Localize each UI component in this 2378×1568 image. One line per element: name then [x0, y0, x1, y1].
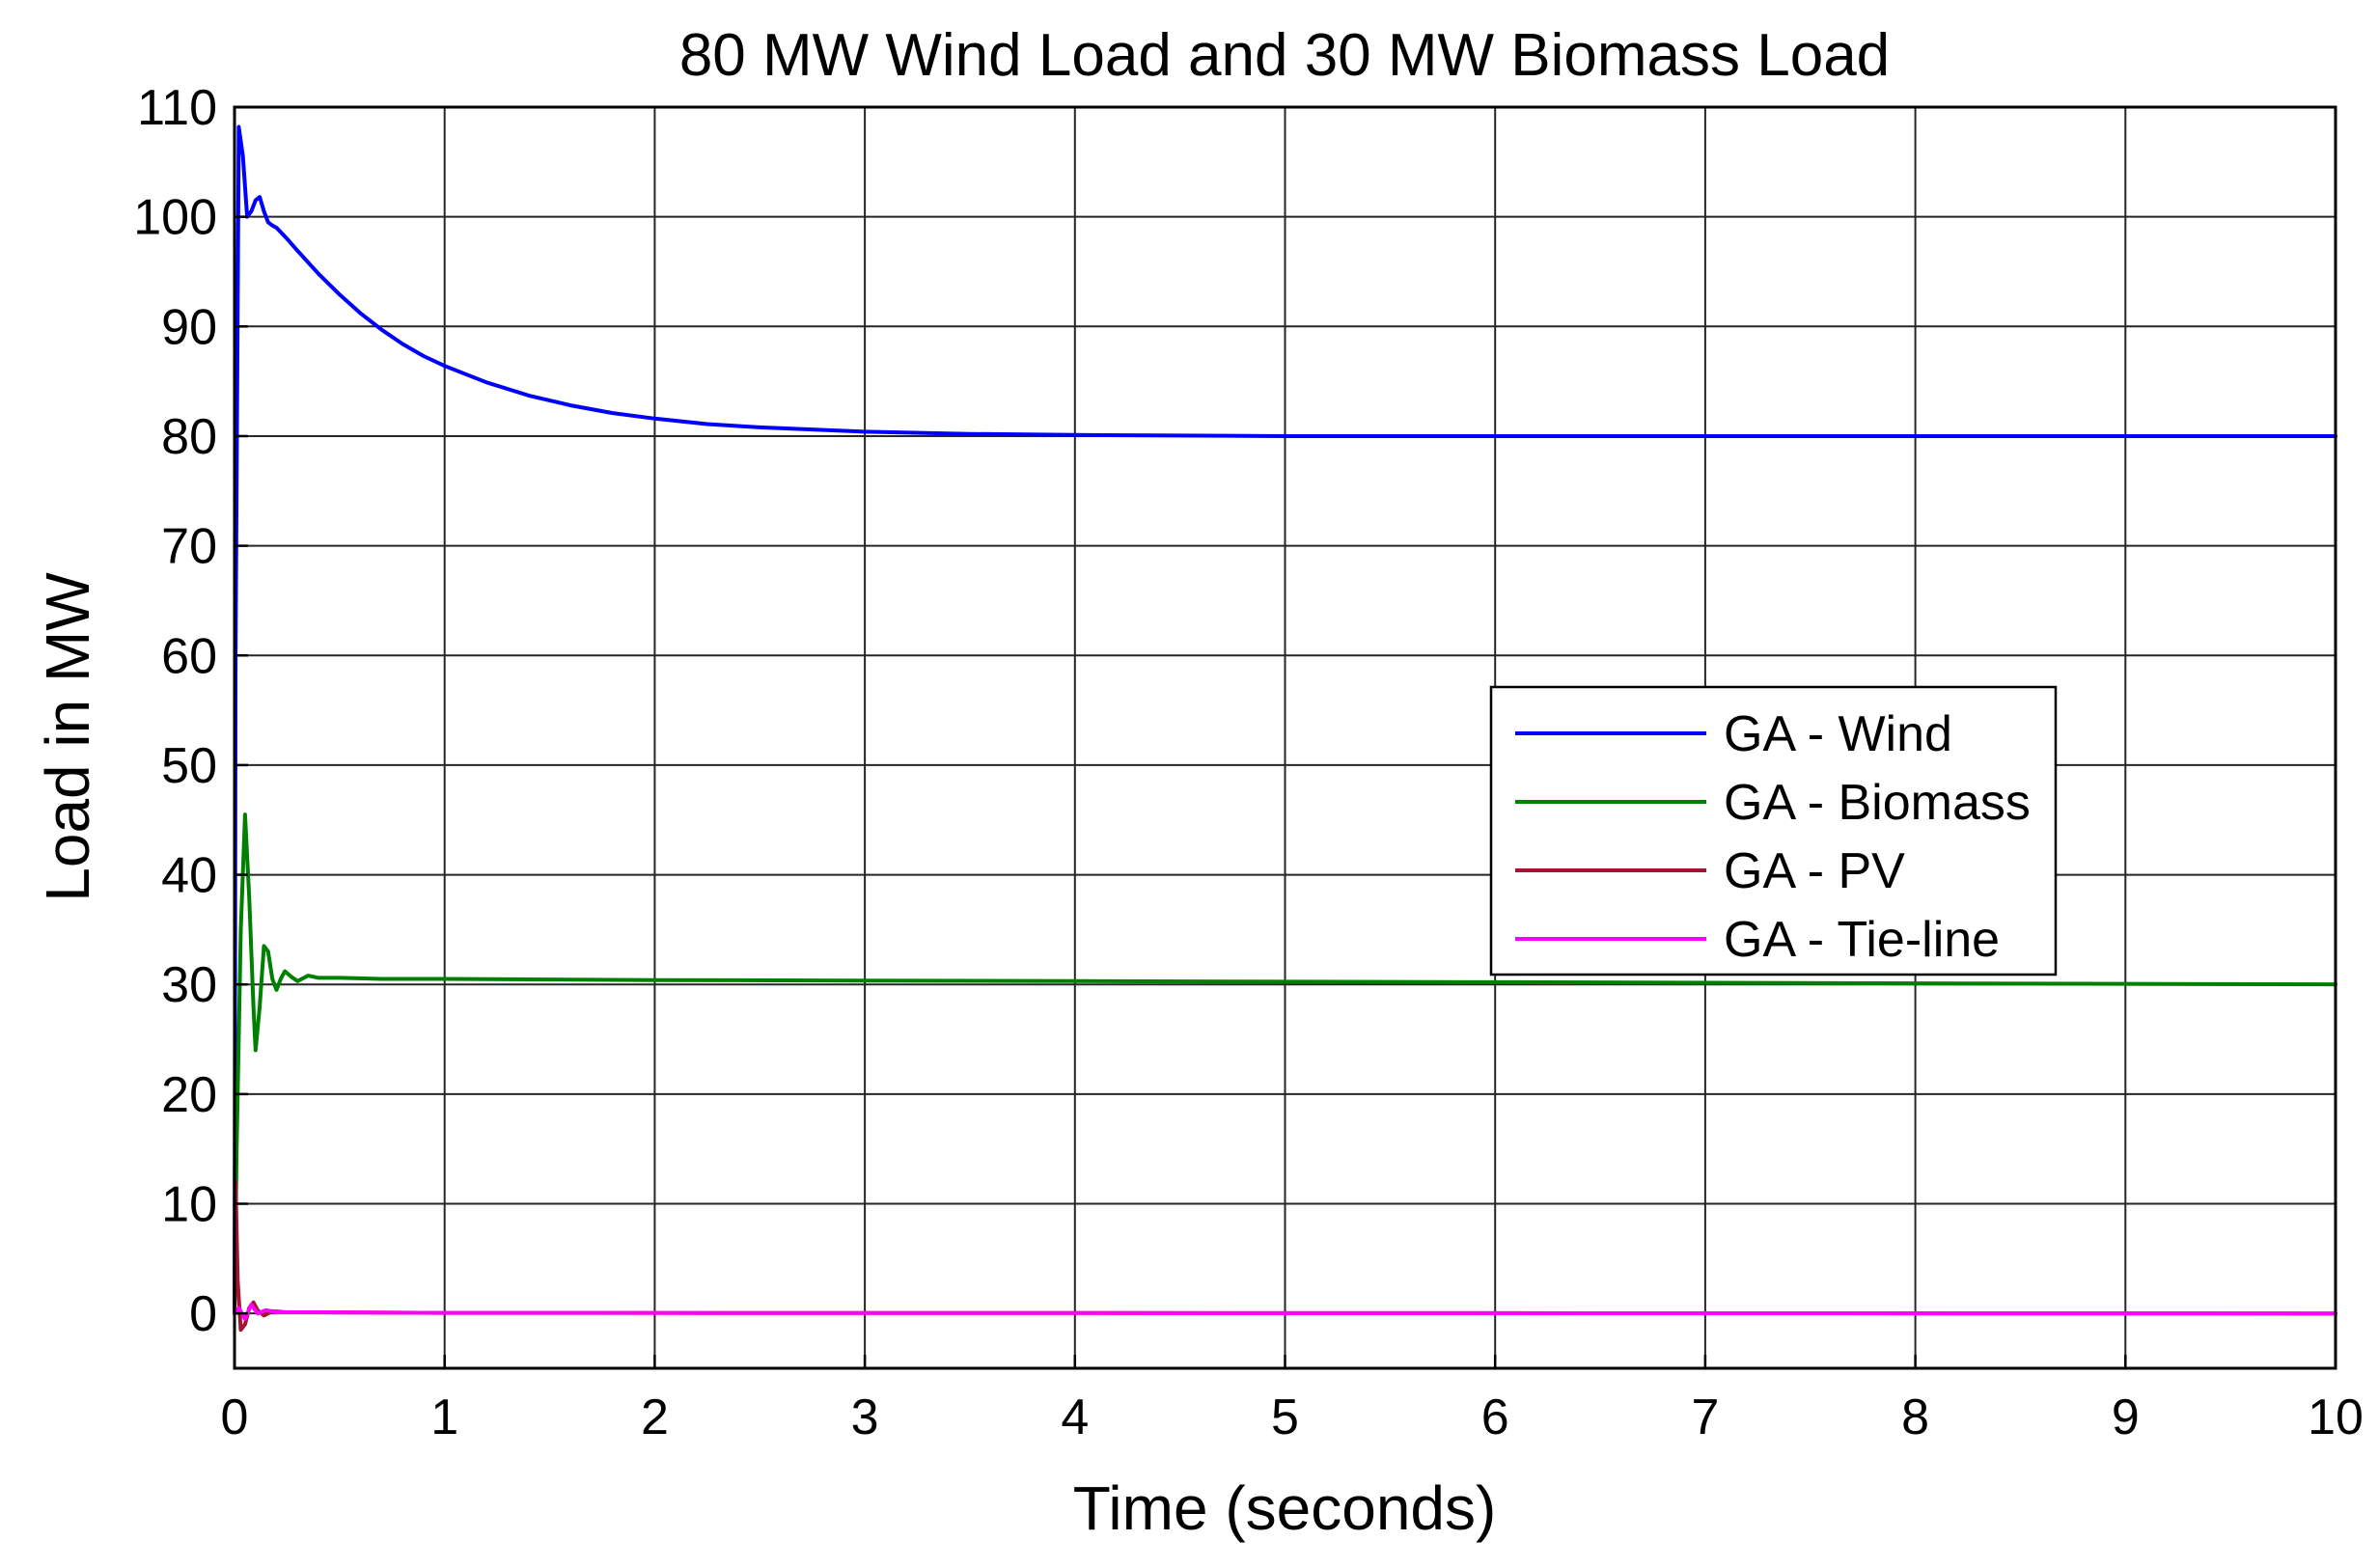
legend-label-1: GA - Wind — [1724, 706, 1952, 762]
series-line-2 — [233, 812, 2337, 1316]
y-tick-label: 0 — [189, 1286, 217, 1342]
x-tick-label: 9 — [2112, 1389, 2140, 1445]
y-tick-label: 110 — [137, 80, 217, 136]
legend-label-2: GA - Biomass — [1724, 775, 2031, 831]
legend-label-3: GA - PV — [1724, 843, 1905, 899]
y-tick-label: 30 — [161, 957, 217, 1013]
x-tick-label: 8 — [1901, 1389, 1929, 1445]
x-tick-label: 0 — [221, 1389, 249, 1445]
y-tick-label: 20 — [161, 1067, 217, 1123]
legend: GA - Wind GA - Biomass GA - PV GA - Tie-lin… — [1489, 685, 2058, 977]
x-tick-label: 7 — [1691, 1389, 1719, 1445]
series-line-1 — [233, 124, 2337, 1316]
y-tick-label: 40 — [161, 848, 217, 904]
y-tick-label: 70 — [161, 519, 217, 575]
y-tick-label: 60 — [161, 628, 217, 684]
y-axis-label: Load in MW — [33, 572, 102, 902]
y-tick-label: 80 — [161, 409, 217, 465]
y-tick-label: 100 — [133, 190, 217, 246]
x-tick-label: 6 — [1481, 1389, 1509, 1445]
y-tick-label: 10 — [161, 1177, 217, 1233]
x-axis-label: Time (seconds) — [1073, 1473, 1497, 1543]
y-tick-label: 90 — [161, 299, 217, 355]
y-tick-label: 50 — [161, 738, 217, 794]
chart-title: 80 MW Wind Load and 30 MW Biomass Load — [679, 22, 1890, 89]
x-tick-label: 1 — [430, 1389, 458, 1445]
x-tick-label: 2 — [641, 1389, 669, 1445]
x-tick-label: 3 — [851, 1389, 879, 1445]
x-tick-label: 5 — [1271, 1389, 1299, 1445]
x-tick-label: 4 — [1061, 1389, 1089, 1445]
series-lines — [233, 124, 2337, 1333]
legend-label-4: GA - Tie-line — [1724, 912, 2000, 968]
x-tick-label: 10 — [2308, 1389, 2364, 1445]
